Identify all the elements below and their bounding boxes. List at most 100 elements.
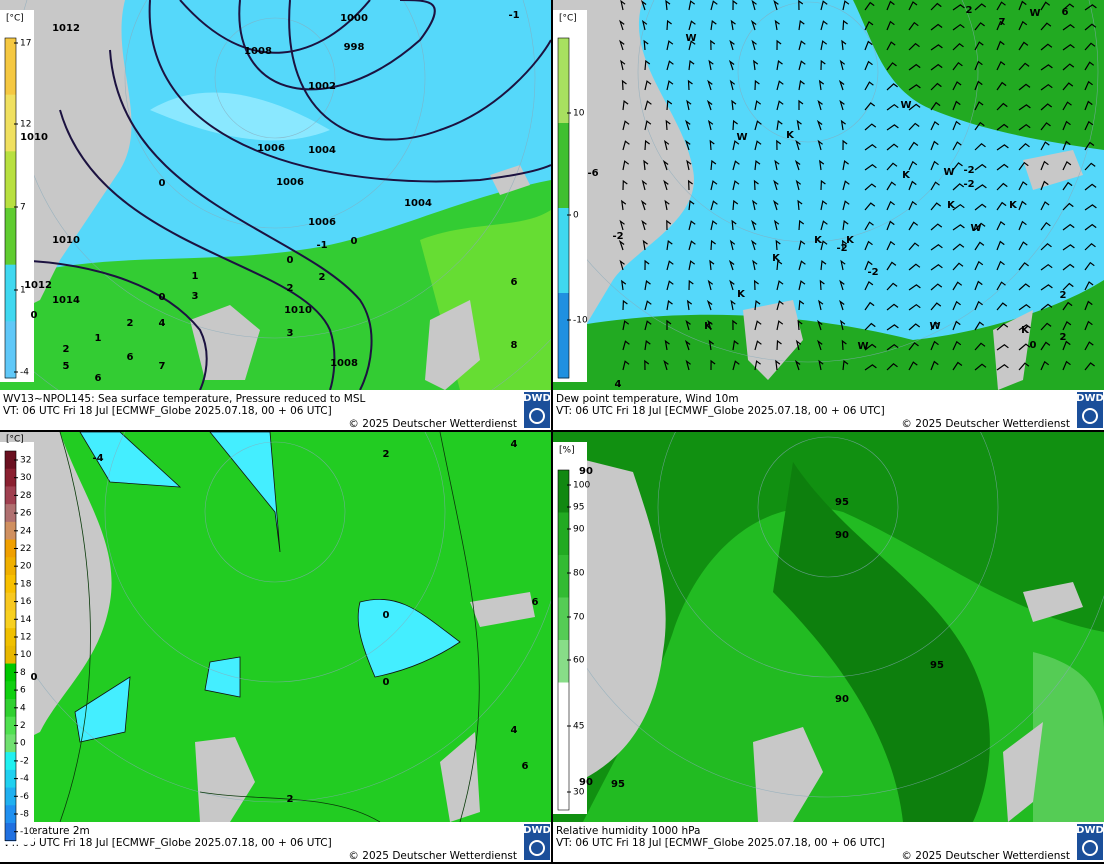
wind-barb: [908, 200, 917, 211]
wind-barb: [1062, 63, 1075, 71]
wind-barb: [710, 220, 718, 231]
contour-label: 1010: [20, 132, 48, 143]
wind-barb: [864, 20, 874, 31]
wind-barb: [864, 60, 873, 71]
wind-barb: [776, 100, 784, 111]
wind-barb: [1062, 244, 1075, 251]
wind-barb: [996, 344, 1009, 351]
panel-title: Dew point temperature, Wind 10m: [556, 393, 739, 405]
wind-barb: [1062, 160, 1072, 171]
wind-barb: [710, 239, 716, 251]
wind-barb: [996, 144, 1009, 151]
wind-barb: [644, 139, 650, 151]
wind-barb: [886, 143, 899, 151]
contour-label: 7: [999, 17, 1006, 28]
contour-label: 0: [31, 310, 38, 321]
colorbar-label: 6: [20, 686, 26, 696]
colorbar-segment: [558, 470, 569, 513]
wind-barb: [886, 240, 896, 251]
wind-barb: [908, 361, 918, 371]
colorbar-label: 45: [573, 722, 584, 732]
wind-barb: [797, 199, 803, 211]
wind-barb: [886, 124, 899, 131]
wind-barb: [794, 159, 801, 171]
wind-barb: [710, 180, 718, 191]
wind-barb: [1084, 80, 1093, 91]
wind-barb: [930, 160, 939, 171]
wind-barb: [663, 179, 669, 191]
wind-barb: [1018, 181, 1028, 191]
colorbar-frame: [557, 37, 570, 379]
wind-barb: [754, 159, 761, 171]
colorbar-segment: [558, 725, 569, 768]
wind-barb: [754, 79, 760, 91]
wind-barb: [1062, 140, 1071, 151]
wind-barb: [776, 320, 784, 331]
wind-barb: [729, 279, 735, 291]
wind-barb: [622, 340, 630, 351]
wind-barb: [864, 40, 873, 51]
colorbar-segment: [5, 94, 16, 152]
wind-barb: [773, 199, 779, 211]
wind-barb: [1040, 122, 1051, 131]
wind-barb: [908, 263, 921, 271]
wind-barb: [753, 279, 759, 291]
wind-barb: [996, 1, 1006, 11]
wind-barb: [621, 199, 627, 211]
wind-barb: [864, 322, 876, 331]
wind-barb: [707, 79, 713, 91]
wind-barb: [641, 179, 648, 191]
wind-barb: [776, 39, 782, 51]
wind-barb: [1062, 181, 1073, 191]
wind-barb: [687, 179, 693, 191]
wind-barb: [1062, 360, 1071, 371]
wind-barb: [1018, 262, 1029, 271]
wind-barb: [974, 80, 983, 91]
contour-label: 1014: [52, 295, 80, 306]
wind-barb: [996, 182, 1008, 191]
colorbar-segment: [5, 645, 16, 665]
wind-barb: [930, 244, 943, 251]
wind-barb: [974, 222, 986, 231]
colorbar-label: -4: [20, 368, 29, 378]
colorbar-label: 16: [20, 597, 32, 607]
wind-barb: [729, 79, 736, 91]
wind-barb: [640, 199, 647, 211]
wind-barb: [864, 260, 873, 271]
colorbar-segment: [5, 468, 16, 487]
wind-barb: [1062, 82, 1074, 91]
wind-barb: [1040, 141, 1050, 151]
wind-barb: [775, 359, 781, 371]
wind-barb: [752, 259, 758, 271]
wind-barb: [952, 340, 962, 351]
wind-barb: [622, 140, 630, 151]
wind-barb: [622, 360, 630, 371]
contour-label: 1006: [276, 177, 304, 188]
valid-time: VT: 06 UTC Fri 18 Jul [ECMWF_Globe 2025.…: [556, 837, 885, 849]
colorbar-segment: [5, 663, 16, 682]
colorbar-segment: [5, 321, 16, 379]
wind-barb: [930, 23, 943, 31]
contour-label: 90: [579, 777, 593, 788]
colorbar-label: 22: [20, 544, 31, 554]
logo: DWD: [1076, 825, 1104, 836]
wind-barb: [839, 319, 846, 331]
colorbar-label: 26: [20, 509, 32, 519]
wind-barb: [996, 220, 1006, 231]
contour-label: 0: [383, 677, 390, 688]
wind-barb: [774, 19, 780, 31]
wind-barb: [666, 300, 673, 311]
wind-barb: [1062, 24, 1075, 31]
wind-barb: [842, 160, 849, 171]
wind-barb: [666, 280, 674, 291]
wind-barb: [974, 321, 985, 331]
wind-barb: [864, 164, 877, 171]
contour-label: 2: [287, 794, 294, 805]
wind-barb: [732, 160, 740, 171]
caption-box: [553, 390, 1104, 430]
wind-barb: [952, 81, 962, 91]
wind-barb: [1084, 341, 1094, 351]
wind-barb: [952, 61, 963, 71]
